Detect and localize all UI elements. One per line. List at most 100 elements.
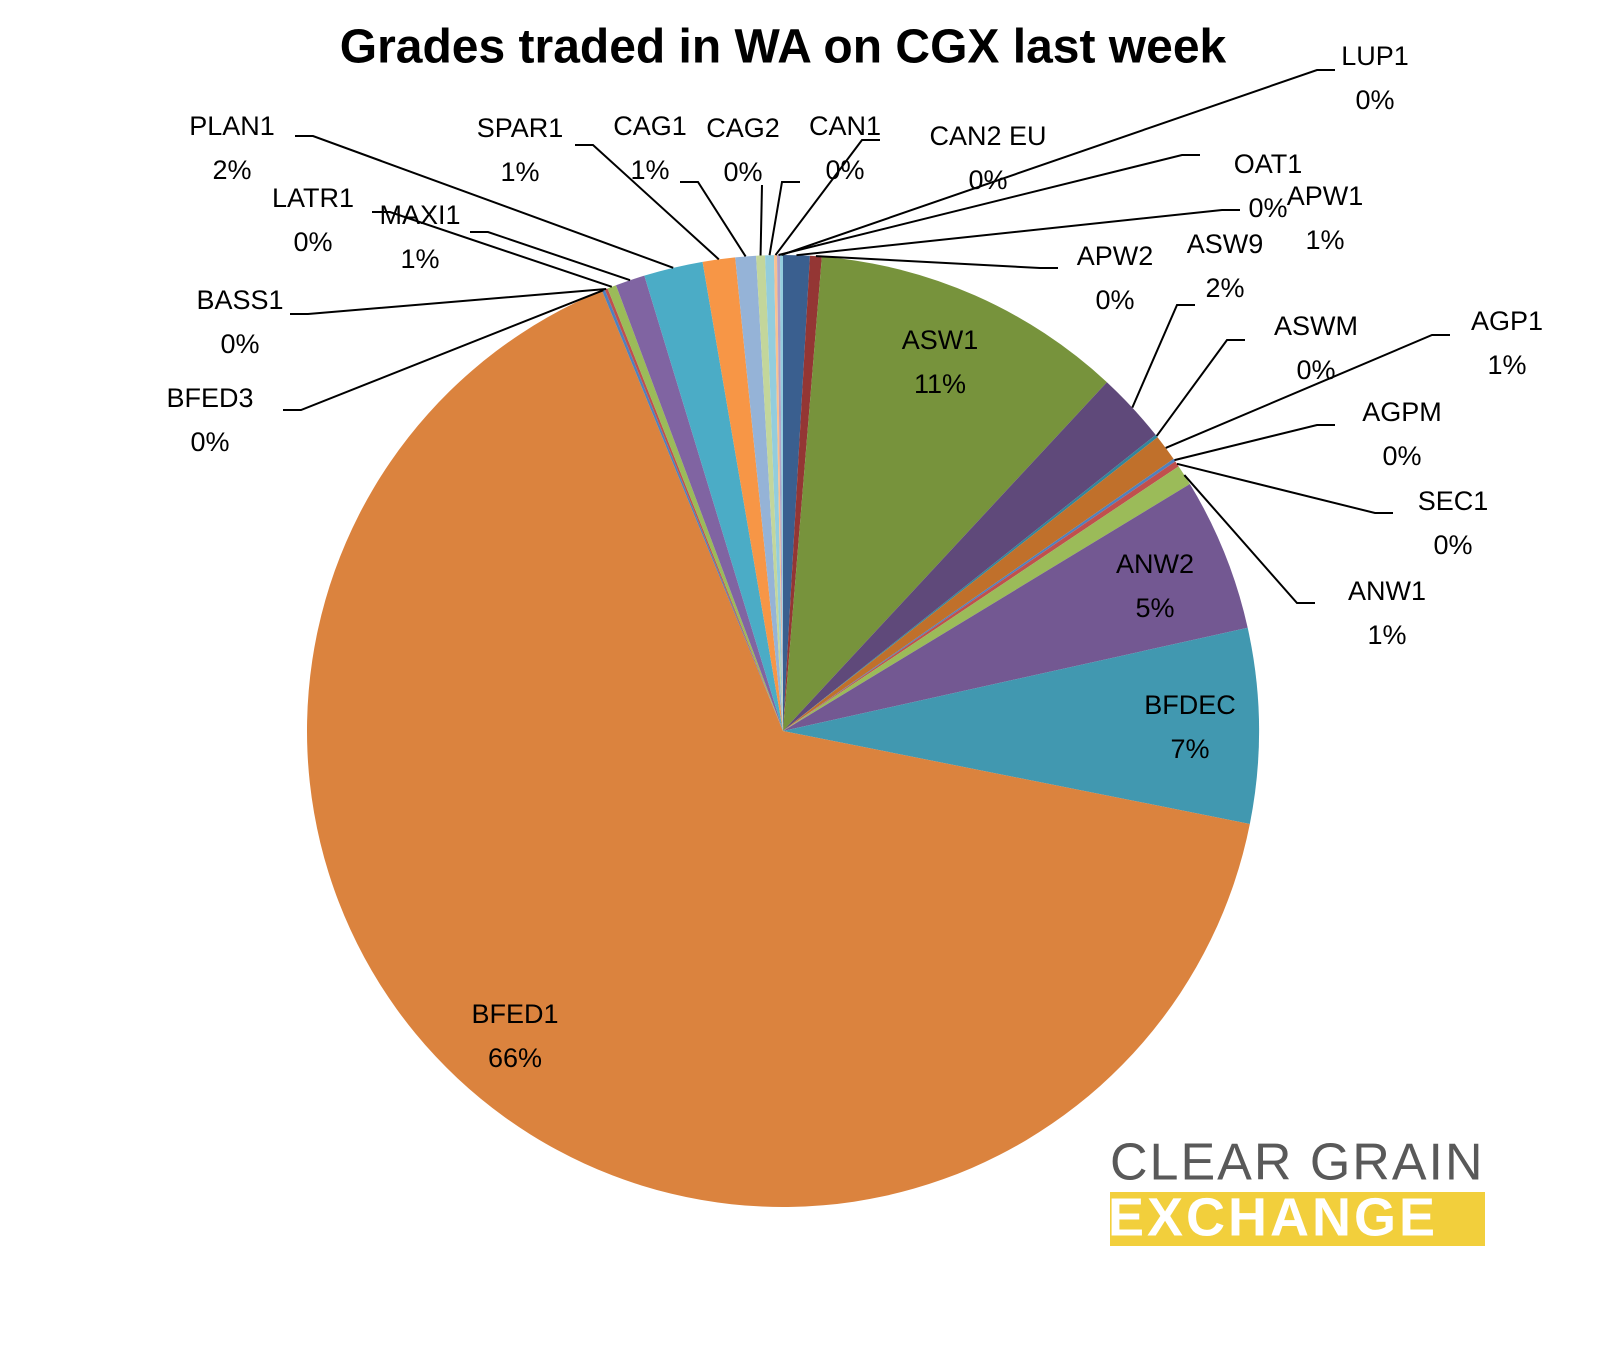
leader-line: [1155, 339, 1245, 437]
slice-label: LUP1: [1341, 41, 1409, 71]
pie-slice: [644, 261, 783, 731]
slice-label: BASS1: [196, 285, 283, 315]
value-label: 0%: [968, 165, 1007, 195]
chart-title: Grades traded in WA on CGX last week: [340, 21, 1227, 74]
value-label: 0%: [220, 329, 259, 359]
pie-slice: [783, 437, 1174, 731]
slice-label: ASWM: [1274, 311, 1358, 341]
leader-line: [774, 139, 880, 256]
pie-slice: [756, 255, 783, 732]
value-label: 0%: [723, 157, 762, 187]
leader-line: [1174, 424, 1335, 462]
slice-label: CAN2 EU: [929, 121, 1046, 151]
slice-label: CAG1: [613, 111, 687, 141]
leader-line: [778, 154, 1200, 256]
pie-slice: [783, 434, 1158, 731]
slice-label: SPAR1: [477, 113, 564, 143]
logo: CLEAR GRAIN EXCHANGE: [1108, 1134, 1485, 1247]
pie-slice: [602, 289, 783, 731]
slice-label: ASW1: [902, 325, 979, 355]
value-label: 0%: [1296, 355, 1335, 385]
logo-band: [1110, 1192, 1485, 1246]
value-label: 11%: [914, 369, 966, 399]
value-label: 1%: [630, 155, 669, 185]
value-label: 2%: [212, 155, 251, 185]
value-label: 66%: [488, 1043, 542, 1073]
value-label: 2%: [1205, 273, 1244, 303]
value-label: 0%: [1095, 285, 1134, 315]
pie-slice: [615, 275, 783, 731]
value-label: 0%: [1433, 530, 1472, 560]
pie-slice: [774, 255, 783, 731]
leader-line: [283, 289, 604, 411]
pie-slice: [783, 461, 1179, 731]
slice-label: ANW1: [1348, 576, 1426, 606]
slice-label: SEC1: [1418, 486, 1489, 516]
value-label: 0%: [293, 227, 332, 257]
slices: [307, 255, 1259, 1207]
leader-line: [759, 184, 763, 256]
slice-label: CAG2: [706, 113, 780, 143]
labels: APW1 1% APW2 0% ASW1 11% ASW9 2% ASWM 0% AGP1 1% AGP…: [166, 41, 1543, 1073]
slice-label: CAN1: [809, 111, 881, 141]
pie-slice: [783, 466, 1190, 731]
slice-label: PLAN1: [189, 111, 275, 141]
pie-slice: [777, 255, 783, 732]
leader-line: [470, 231, 631, 282]
pie-slice: [783, 255, 810, 731]
slice-label: ANW2: [1116, 549, 1194, 579]
leader-line: [1165, 334, 1450, 449]
slice-label: AGPM: [1362, 397, 1442, 427]
value-label: 0%: [190, 427, 229, 457]
value-label: 0%: [1248, 193, 1287, 223]
value-label: 1%: [1367, 620, 1406, 650]
leader-line: [1176, 462, 1393, 514]
pie-slice: [307, 290, 1250, 1207]
pie-slice: [765, 255, 783, 732]
pie-slice: [607, 285, 783, 731]
pie-slice: [783, 458, 1176, 731]
leader-line: [1131, 304, 1195, 409]
leader-line: [295, 135, 674, 269]
leader-line: [815, 255, 1058, 269]
value-label: 5%: [1135, 593, 1174, 623]
slice-label: ASW9: [1187, 229, 1264, 259]
slice-label: BFED1: [471, 999, 558, 1029]
slice-label: OAT1: [1234, 149, 1303, 179]
slice-label: BFED3: [166, 383, 253, 413]
logo-text: CLEAR GRAIN: [1110, 1134, 1485, 1192]
leader-line: [796, 209, 1240, 257]
leader-line: [290, 288, 607, 315]
slice-label: APW1: [1287, 181, 1364, 211]
pie-slice: [783, 627, 1259, 824]
pie-slice: [735, 255, 783, 731]
value-label: 1%: [1487, 350, 1526, 380]
leader-line: [781, 69, 1335, 256]
slice-label: AGP1: [1471, 306, 1543, 336]
pie-slice: [783, 483, 1248, 731]
pie-slice: [702, 257, 783, 731]
pie-slice: [604, 288, 783, 731]
leader-line: [680, 181, 747, 258]
slice-label: APW2: [1077, 241, 1154, 271]
value-label: 1%: [1305, 225, 1344, 255]
pie-slice: [783, 382, 1156, 731]
value-label: 1%: [400, 244, 439, 274]
pie-slice: [780, 255, 783, 731]
leader-line: [372, 211, 613, 288]
slice-label: LATR1: [272, 183, 354, 213]
value-label: 0%: [1382, 441, 1421, 471]
pie-slice: [783, 256, 1107, 731]
leader-line: [575, 144, 720, 261]
value-label: 7%: [1170, 734, 1209, 764]
value-label: 0%: [1355, 85, 1394, 115]
pie-slice: [783, 255, 822, 731]
leader-line: [1183, 474, 1315, 604]
leader-line: [768, 181, 800, 256]
slice-label: MAXI1: [379, 200, 460, 230]
value-label: 1%: [500, 157, 539, 187]
slice-label: BFDEC: [1144, 690, 1236, 720]
logo-text: EXCHANGE: [1108, 1187, 1438, 1247]
